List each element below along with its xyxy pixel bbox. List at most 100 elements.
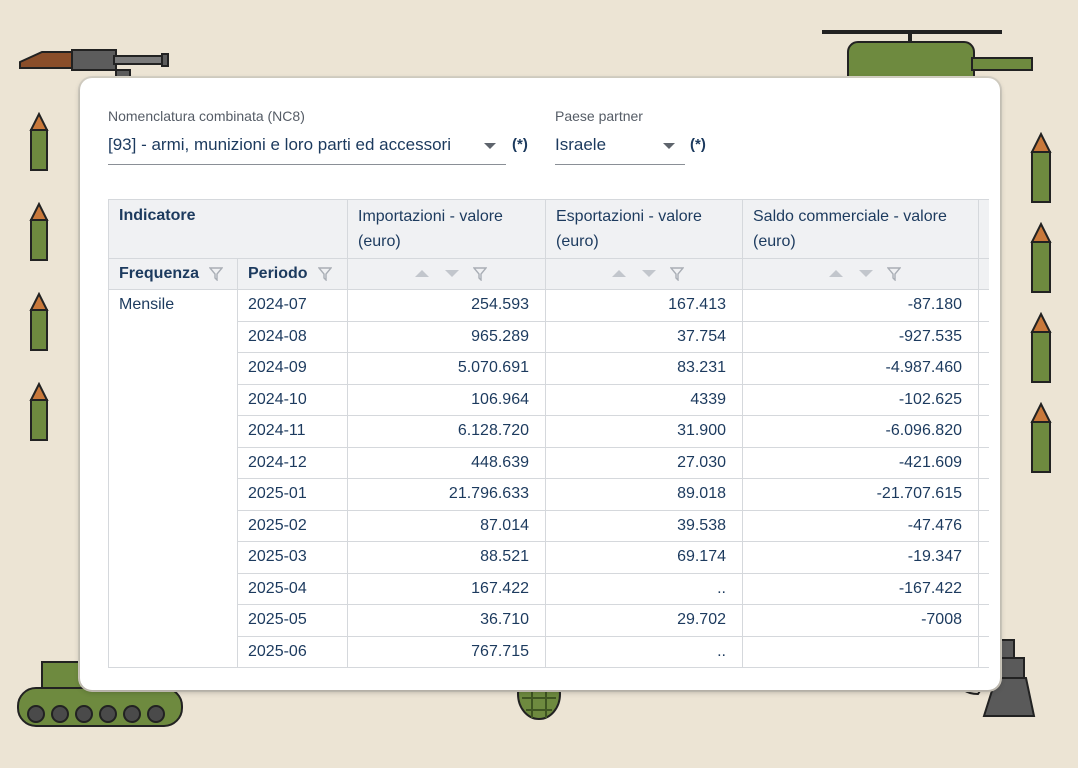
sort-ascending-icon[interactable] bbox=[612, 270, 626, 278]
period-cell: 2025-05 bbox=[237, 604, 348, 637]
period-cell: 2024-11 bbox=[237, 415, 348, 448]
imports-cell: 448.639 bbox=[347, 446, 546, 479]
exports-cell: .. bbox=[545, 635, 743, 668]
indicator-header: Indicatore bbox=[108, 199, 348, 259]
overflow-cell bbox=[978, 572, 989, 605]
period-cell: 2024-08 bbox=[237, 320, 348, 353]
table-row: 2024-10 106.964 4339 -102.625 bbox=[109, 383, 989, 416]
imports-cell: 167.422 bbox=[347, 572, 546, 605]
exports-cell: 27.030 bbox=[545, 446, 743, 479]
balance-cell: -7008 bbox=[742, 604, 979, 637]
bullet-illustration bbox=[1030, 132, 1052, 203]
imports-cell: 965.289 bbox=[347, 320, 546, 353]
filter-funnel-icon[interactable] bbox=[886, 267, 901, 281]
column-header-overflow bbox=[978, 199, 989, 259]
balance-cell: -6.096.820 bbox=[742, 415, 979, 448]
table-row: Mensile 2024-07 254.593 167.413 -87.180 bbox=[108, 289, 989, 668]
column-header-exports: Esportazioni - valore (euro) bbox=[545, 199, 743, 259]
partner-required-mark: (*) bbox=[690, 136, 706, 153]
column-header-imports: Importazioni - valore (euro) bbox=[347, 199, 546, 259]
filter-funnel-icon[interactable] bbox=[472, 267, 487, 281]
subheader-overflow bbox=[978, 258, 989, 290]
imports-cell: 106.964 bbox=[347, 383, 546, 416]
exports-sort-controls bbox=[545, 258, 743, 290]
overflow-cell bbox=[978, 604, 989, 637]
table-row: 2025-01 21.796.633 89.018 -21.707.615 bbox=[109, 478, 989, 511]
imports-cell: 87.014 bbox=[347, 509, 546, 542]
partner-label: Paese partner bbox=[555, 108, 643, 124]
overflow-cell bbox=[978, 352, 989, 385]
period-cell: 2025-02 bbox=[237, 509, 348, 542]
bullet-illustration bbox=[1030, 222, 1052, 293]
table-row: 2025-05 36.710 29.702 -7008 bbox=[109, 604, 989, 637]
sort-ascending-icon[interactable] bbox=[414, 270, 429, 278]
bullet-illustration bbox=[29, 202, 49, 261]
overflow-cell bbox=[978, 446, 989, 479]
balance-sort-controls bbox=[742, 258, 979, 290]
imports-cell: 21.796.633 bbox=[347, 478, 546, 511]
nc8-select-value: [93] - armi, munizioni e loro parti ed a… bbox=[108, 135, 451, 154]
table-row: 2024-09 5.070.691 83.231 -4.987.460 bbox=[109, 352, 989, 385]
bullet-illustration bbox=[29, 382, 49, 441]
filter-funnel-icon[interactable] bbox=[318, 267, 333, 281]
column-header-balance: Saldo commerciale - valore (euro) bbox=[742, 199, 979, 259]
table-row: 2024-11 6.128.720 31.900 -6.096.820 bbox=[109, 415, 989, 448]
sort-descending-icon[interactable] bbox=[858, 270, 873, 278]
filter-funnel-icon[interactable] bbox=[209, 267, 224, 281]
period-cell: 2024-10 bbox=[237, 383, 348, 416]
exports-cell: 89.018 bbox=[545, 478, 743, 511]
table-row: 2025-03 88.521 69.174 -19.347 bbox=[109, 541, 989, 574]
imports-cell: 767.715 bbox=[347, 635, 546, 668]
sort-ascending-icon[interactable] bbox=[828, 270, 843, 278]
period-header[interactable]: Periodo bbox=[237, 258, 348, 290]
nc8-label: Nomenclatura combinata (NC8) bbox=[108, 108, 305, 124]
period-cell: 2024-12 bbox=[237, 446, 348, 479]
imports-cell: 6.128.720 bbox=[347, 415, 546, 448]
chevron-down-icon[interactable] bbox=[484, 143, 496, 149]
filter-funnel-icon[interactable] bbox=[670, 267, 684, 281]
balance-cell bbox=[742, 635, 979, 668]
imports-cell: 36.710 bbox=[347, 604, 546, 637]
period-cell: 2025-03 bbox=[237, 541, 348, 574]
balance-cell: -102.625 bbox=[742, 383, 979, 416]
nc8-select[interactable]: [93] - armi, munizioni e loro parti ed a… bbox=[108, 130, 506, 165]
imports-cell: 88.521 bbox=[347, 541, 546, 574]
balance-cell: -4.987.460 bbox=[742, 352, 979, 385]
table-row: 2024-12 448.639 27.030 -421.609 bbox=[109, 446, 989, 479]
period-cell: 2025-01 bbox=[237, 478, 348, 511]
bullet-illustration bbox=[1030, 312, 1052, 383]
table-header-row: Indicatore Importazioni - valore (euro) … bbox=[108, 199, 989, 259]
period-cell: 2024-07 bbox=[237, 289, 348, 322]
balance-cell: -47.476 bbox=[742, 509, 979, 542]
frequency-header-label: Frequenza bbox=[119, 265, 200, 282]
overflow-cell bbox=[978, 415, 989, 448]
bullet-illustration bbox=[29, 292, 49, 351]
exports-cell: 31.900 bbox=[545, 415, 743, 448]
exports-cell: 83.231 bbox=[545, 352, 743, 385]
helicopter-illustration bbox=[822, 30, 1033, 96]
sort-descending-icon[interactable] bbox=[642, 270, 656, 278]
chevron-down-icon[interactable] bbox=[663, 143, 675, 149]
table-row: 2025-06 767.715 .. bbox=[109, 635, 989, 668]
data-card: Nomenclatura combinata (NC8) [93] - armi… bbox=[80, 78, 1000, 690]
table-row: 2025-02 87.014 39.538 -47.476 bbox=[109, 509, 989, 542]
exports-cell: 39.538 bbox=[545, 509, 743, 542]
exports-cell: .. bbox=[545, 572, 743, 605]
balance-cell: -19.347 bbox=[742, 541, 979, 574]
table-subheader-row: Frequenza Periodo bbox=[108, 258, 989, 290]
frequency-header[interactable]: Frequenza bbox=[108, 258, 238, 290]
partner-select-value: Israele bbox=[555, 135, 607, 154]
overflow-cell bbox=[978, 541, 989, 574]
overflow-cell bbox=[978, 289, 989, 322]
exports-cell: 37.754 bbox=[545, 320, 743, 353]
trade-data-table: Indicatore Importazioni - valore (euro) … bbox=[108, 199, 989, 668]
balance-cell: -421.609 bbox=[742, 446, 979, 479]
balance-cell: -21.707.615 bbox=[742, 478, 979, 511]
partner-select[interactable]: Israele bbox=[555, 130, 685, 165]
overflow-cell bbox=[978, 320, 989, 353]
bullet-illustration bbox=[1030, 402, 1052, 473]
exports-cell: 4339 bbox=[545, 383, 743, 416]
frequency-cell: Mensile bbox=[108, 289, 238, 668]
sort-descending-icon[interactable] bbox=[444, 270, 459, 278]
exports-cell: 167.413 bbox=[545, 289, 743, 322]
